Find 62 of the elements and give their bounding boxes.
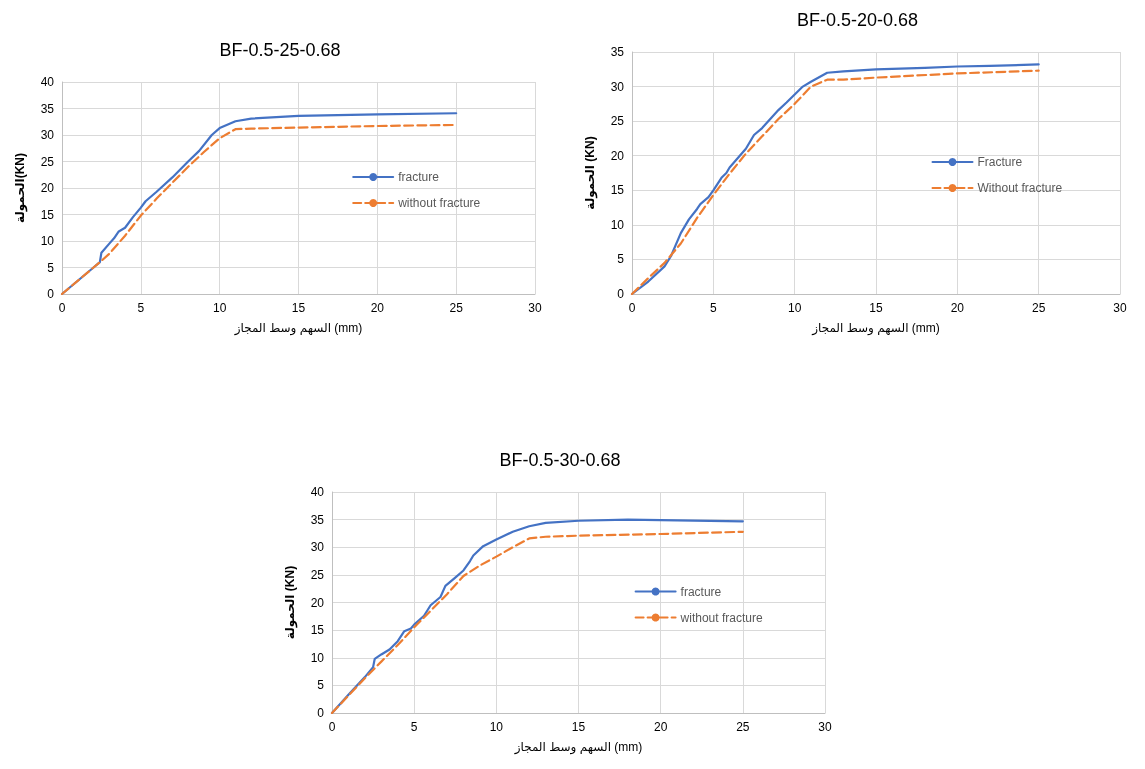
x-tick-label: 20 (950, 301, 965, 315)
x-tick-label: 30 (818, 720, 832, 734)
y-tick-label: 35 (40, 101, 55, 116)
x-tick-label: 25 (1031, 301, 1046, 315)
legend-label: without fracture (679, 610, 763, 625)
legend-label: without fracture (397, 196, 481, 210)
y-tick-label: 5 (47, 260, 55, 275)
chart-title: BF-0.5-30-0.68 (499, 450, 621, 470)
x-tick-label: 30 (1113, 301, 1127, 315)
x-tick-label: 25 (449, 301, 464, 315)
y-tick-label: 20 (40, 181, 55, 195)
legend-label: Without fracture (977, 181, 1063, 195)
x-tick-label: 5 (410, 720, 418, 734)
legend-label: fracture (398, 170, 440, 184)
x-tick-label: 20 (370, 301, 385, 315)
y-tick-label: 30 (40, 128, 55, 142)
x-tick-label: 15 (291, 301, 306, 315)
y-tick-label: 15 (310, 623, 325, 638)
y-tick-label: 0 (617, 287, 625, 301)
x-tick-label: 10 (787, 301, 802, 315)
x-tick-label: 5 (137, 301, 145, 315)
y-tick-label: 0 (47, 287, 55, 301)
x-tick-label: 0 (628, 301, 636, 315)
y-axis-title: الحمولة(KN) (13, 153, 28, 223)
x-tick-label: 20 (653, 720, 668, 734)
y-tick-label: 25 (40, 154, 55, 169)
x-axis-title: السهم وسط المجاز (mm) (233, 321, 363, 336)
y-tick-label: 40 (40, 75, 55, 89)
x-tick-label: 30 (528, 301, 542, 315)
chart-title: BF-0.5-25-0.68 (219, 40, 341, 60)
y-tick-label: 35 (310, 512, 325, 527)
y-tick-label: 20 (610, 148, 625, 163)
x-tick-label: 0 (58, 301, 66, 315)
y-axis-title: الحمولة (KN) (583, 136, 598, 210)
chart-title: BF-0.5-20-0.68 (796, 10, 919, 30)
y-tick-label: 25 (610, 114, 625, 129)
legend-label: fracture (680, 584, 722, 599)
y-tick-label: 0 (317, 706, 325, 720)
x-tick-label: 10 (489, 720, 504, 734)
y-tick-label: 25 (310, 567, 325, 582)
y-tick-label: 15 (610, 183, 625, 198)
x-tick-label: 0 (328, 720, 336, 734)
x-tick-label: 5 (709, 301, 717, 315)
x-tick-label: 15 (869, 301, 883, 315)
x-tick-label: 15 (571, 720, 586, 734)
y-tick-label: 30 (610, 79, 625, 94)
y-tick-label: 20 (310, 595, 325, 610)
y-tick-label: 5 (617, 252, 625, 267)
y-tick-label: 15 (40, 207, 55, 222)
legend-label: Fracture (977, 155, 1023, 169)
y-tick-label: 30 (310, 540, 325, 555)
x-tick-label: 10 (212, 301, 227, 315)
y-tick-label: 35 (610, 45, 625, 59)
y-tick-label: 40 (310, 485, 325, 499)
y-tick-label: 10 (40, 234, 55, 248)
x-axis-title: السهم وسط المجاز (mm) (811, 321, 940, 336)
y-tick-label: 10 (610, 217, 625, 232)
x-axis-title: السهم وسط المجاز (mm) (513, 740, 643, 755)
y-tick-label: 5 (317, 678, 325, 693)
y-tick-label: 10 (310, 650, 325, 665)
x-tick-label: 25 (736, 720, 750, 734)
y-axis-title: الحمولة (KN) (283, 565, 298, 640)
